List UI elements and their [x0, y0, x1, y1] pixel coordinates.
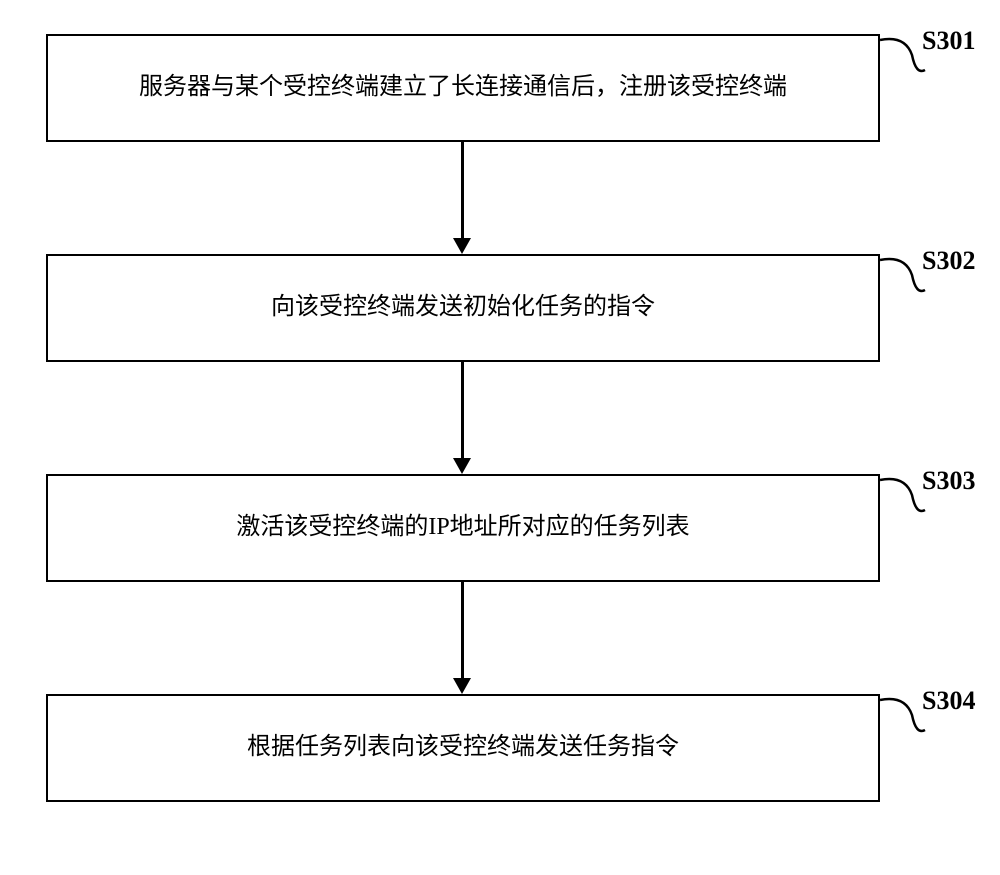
flowchart-container: 服务器与某个受控终端建立了长连接通信后，注册该受控终端 S301 向该受控终端发… — [0, 0, 1000, 875]
arrow-line-1 — [461, 142, 464, 238]
step-text-s301: 服务器与某个受控终端建立了长连接通信后，注册该受控终端 — [139, 71, 787, 105]
step-text-s303: 激活该受控终端的IP地址所对应的任务列表 — [236, 511, 689, 545]
step-text-s302: 向该受控终端发送初始化任务的指令 — [271, 291, 655, 325]
arrow-line-2 — [461, 362, 464, 458]
arrow-head-1 — [453, 238, 471, 254]
step-box-s301: 服务器与某个受控终端建立了长连接通信后，注册该受控终端 — [46, 34, 880, 142]
step-label-s303: S303 — [922, 466, 975, 496]
arrow-line-3 — [461, 582, 464, 678]
arrow-head-3 — [453, 678, 471, 694]
step-label-s302: S302 — [922, 246, 975, 276]
step-text-s304: 根据任务列表向该受控终端发送任务指令 — [247, 731, 679, 765]
step-label-s301: S301 — [922, 26, 975, 56]
step-box-s302: 向该受控终端发送初始化任务的指令 — [46, 254, 880, 362]
arrow-head-2 — [453, 458, 471, 474]
step-label-s304: S304 — [922, 686, 975, 716]
step-box-s304: 根据任务列表向该受控终端发送任务指令 — [46, 694, 880, 802]
step-box-s303: 激活该受控终端的IP地址所对应的任务列表 — [46, 474, 880, 582]
